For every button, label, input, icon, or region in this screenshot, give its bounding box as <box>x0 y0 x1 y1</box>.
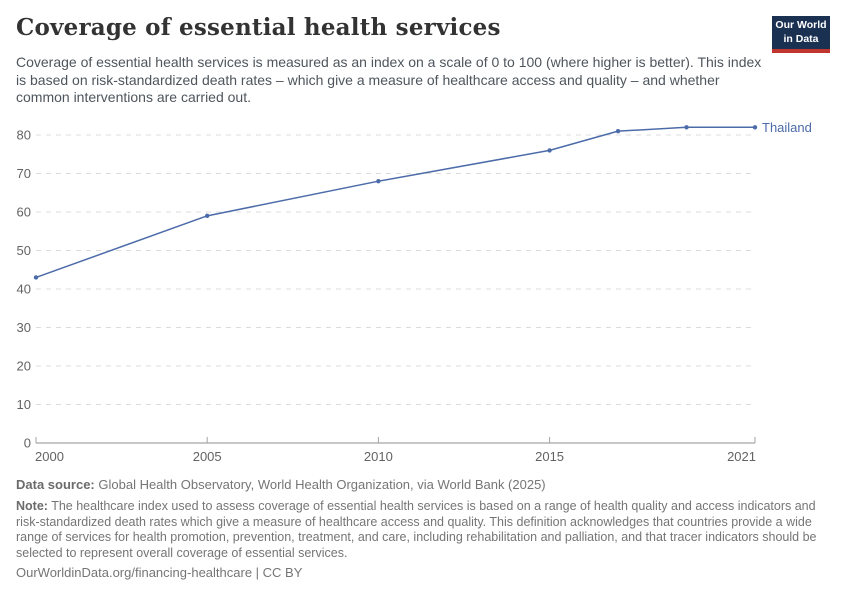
y-tick-label: 50 <box>17 243 31 258</box>
data-point[interactable] <box>376 179 381 184</box>
note-line: Note: The healthcare index used to asses… <box>16 499 836 561</box>
y-tick-label: 20 <box>17 359 31 374</box>
chart-subtitle: Coverage of essential health services is… <box>16 54 762 105</box>
data-source-label: Data source: <box>16 477 95 492</box>
data-point[interactable] <box>204 213 210 219</box>
y-tick-label: 70 <box>17 166 31 181</box>
note-text: The healthcare index used to assess cove… <box>16 499 817 560</box>
series-end-label[interactable]: Thailand <box>762 120 812 135</box>
owid-logo-line1: Our World <box>775 19 827 32</box>
attribution-link[interactable]: OurWorldinData.org/financing-healthcare … <box>16 565 303 580</box>
y-tick-label: 0 <box>24 436 31 451</box>
note-label: Note: <box>16 499 48 513</box>
y-tick-label: 40 <box>17 282 31 297</box>
x-tick-label: 2015 <box>535 449 564 464</box>
data-point[interactable] <box>547 148 552 153</box>
owid-logo-line2: in Data <box>783 32 819 45</box>
data-point[interactable] <box>615 128 621 134</box>
x-tick-label: 2010 <box>364 449 393 464</box>
y-tick-label: 30 <box>17 320 31 335</box>
y-tick-label: 80 <box>17 128 31 143</box>
y-tick-label: 60 <box>17 205 31 220</box>
x-tick-label: 2005 <box>193 449 222 464</box>
data-point[interactable] <box>684 125 689 130</box>
line-chart[interactable]: 0 10 20 30 40 50 60 70 80 2000 2005 2010 2015 2021 Tha… <box>0 110 850 475</box>
data-point[interactable] <box>752 125 758 130</box>
page-title: Coverage of essential health services <box>16 14 501 41</box>
chart-svg: 0 10 20 30 40 50 60 70 80 2000 2005 2010 2015 2021 Tha… <box>17 120 812 464</box>
owid-logo[interactable]: Our World in Data <box>772 16 830 53</box>
data-source-text: Global Health Observatory, World Health … <box>98 477 546 492</box>
x-tick-label: 2021 <box>727 449 756 464</box>
x-tick-label: 2000 <box>35 449 64 464</box>
data-source-line: Data source: Global Health Observatory, … <box>16 477 836 492</box>
data-point[interactable] <box>33 275 39 280</box>
y-tick-label: 10 <box>17 397 31 412</box>
series-line <box>35 126 756 279</box>
